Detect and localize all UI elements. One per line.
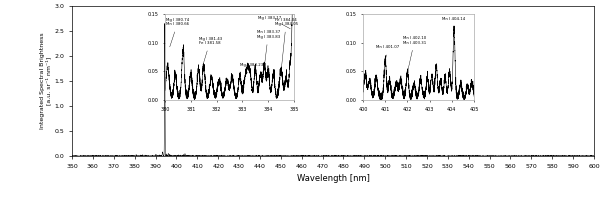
X-axis label: Wavelength [nm]: Wavelength [nm] (296, 174, 370, 183)
Y-axis label: Integrated Spectral Brightness
[a.u. sr⁻¹ nm⁻¹]: Integrated Spectral Brightness [a.u. sr⁻… (40, 33, 52, 129)
Text: Mn I 401.07: Mn I 401.07 (376, 45, 400, 58)
Text: Mn I 383.37
Mg I 383.83: Mn I 383.37 Mg I 383.83 (257, 30, 280, 64)
Text: Mg I 383.17: Mg I 383.17 (258, 16, 290, 29)
Text: Fe I 384.04
Mg I 384.05: Fe I 384.04 Mg I 384.05 (275, 18, 298, 69)
Text: Mg I 383.23: Mg I 383.23 (240, 63, 263, 73)
Text: Mg I 380.74
Mn I 380.66: Mg I 380.74 Mn I 380.66 (166, 18, 190, 47)
Text: Mg I 381.43
Fe I 381.58: Mg I 381.43 Fe I 381.58 (199, 37, 222, 64)
Text: Mn I 402.10
Mn I 403.31: Mn I 402.10 Mn I 403.31 (403, 36, 426, 70)
Text: Mn I 404.14: Mn I 404.14 (442, 17, 465, 27)
